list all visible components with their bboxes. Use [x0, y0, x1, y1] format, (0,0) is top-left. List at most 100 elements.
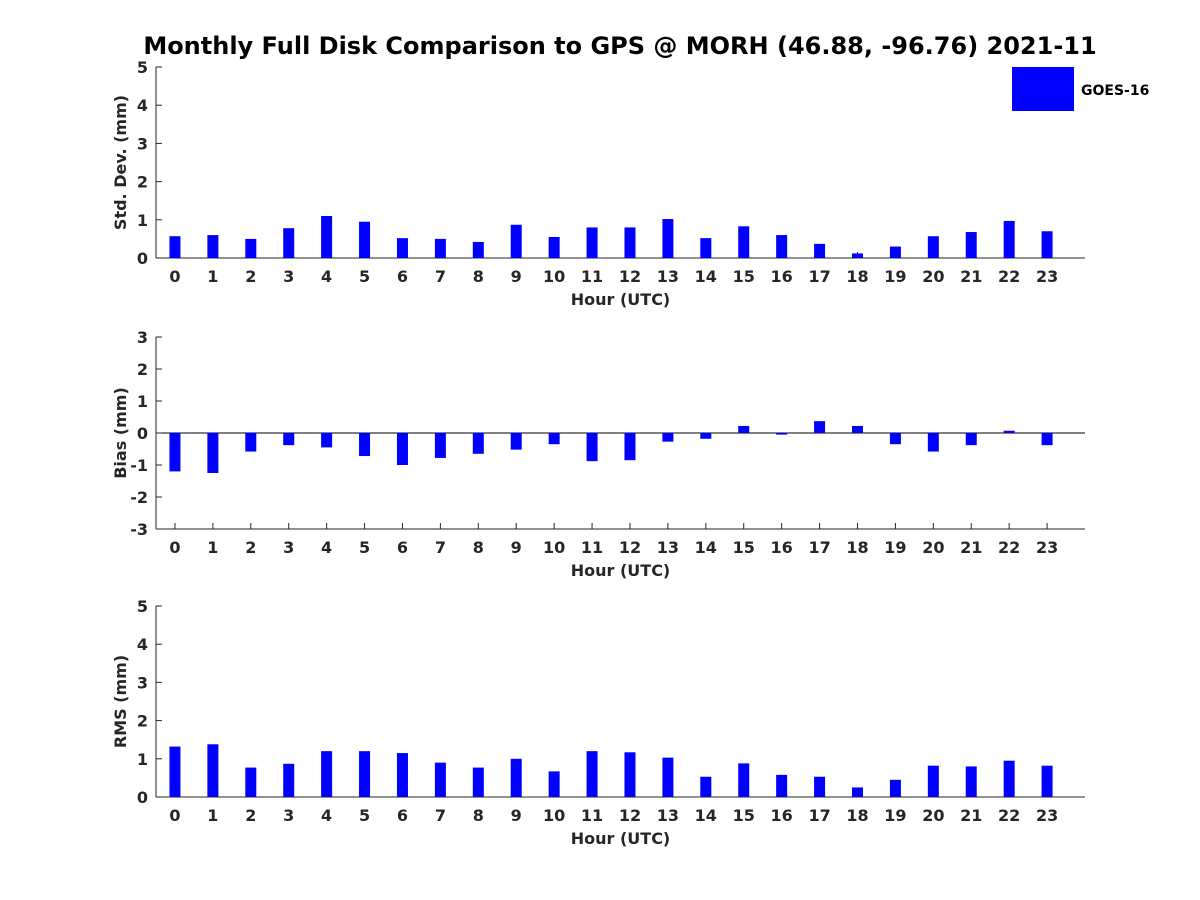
bar — [510, 224, 522, 258]
bar — [776, 433, 788, 435]
bar — [700, 238, 712, 258]
bar — [889, 246, 901, 258]
bar — [169, 236, 181, 258]
x-tick-label: 1 — [207, 806, 218, 825]
bar — [1003, 760, 1015, 797]
x-tick-label: 4 — [321, 806, 332, 825]
bar — [434, 433, 446, 458]
x-tick-label: 18 — [846, 806, 868, 825]
x-tick-label: 8 — [473, 806, 484, 825]
y-tick-label: 0 — [137, 249, 148, 268]
x-tick-label: 15 — [733, 267, 755, 286]
bar — [283, 763, 295, 797]
x-tick-label: 23 — [1036, 806, 1058, 825]
x-tick-label: 5 — [359, 538, 370, 557]
x-tick-label: 1 — [207, 267, 218, 286]
legend-swatch — [1012, 67, 1074, 111]
bar — [851, 787, 863, 797]
bar — [396, 238, 408, 258]
x-tick-label: 0 — [169, 806, 180, 825]
x-tick-label: 19 — [884, 267, 906, 286]
y-tick-label: 4 — [137, 635, 148, 654]
x-tick-label: 21 — [960, 538, 982, 557]
x-tick-label: 0 — [169, 538, 180, 557]
x-tick-label: 16 — [771, 806, 793, 825]
bar — [662, 219, 674, 258]
bar — [814, 421, 826, 433]
y-tick-label: 1 — [137, 392, 148, 411]
x-tick-label: 14 — [695, 267, 717, 286]
x-tick-label: 12 — [619, 806, 641, 825]
x-tick-label: 17 — [808, 267, 830, 286]
bar — [359, 751, 371, 797]
bar — [169, 433, 181, 472]
x-tick-label: 4 — [321, 538, 332, 557]
x-tick-label: 8 — [473, 538, 484, 557]
y-tick-label: -1 — [130, 456, 148, 475]
bar — [510, 758, 522, 797]
bar — [851, 253, 863, 258]
x-tick-label: 14 — [695, 538, 717, 557]
y-tick-label: 2 — [137, 360, 148, 379]
x-tick-label: 22 — [998, 267, 1020, 286]
bar — [321, 433, 333, 448]
chart-title: Monthly Full Disk Comparison to GPS @ MO… — [143, 32, 1096, 60]
y-tick-label: 0 — [137, 424, 148, 443]
bar — [245, 433, 257, 452]
x-tick-label: 2 — [245, 806, 256, 825]
x-tick-label: 7 — [435, 538, 446, 557]
x-tick-label: 8 — [473, 267, 484, 286]
x-axis-label: Hour (UTC) — [571, 561, 671, 580]
x-tick-label: 11 — [581, 806, 603, 825]
bar — [207, 433, 219, 473]
bar — [738, 425, 750, 433]
y-tick-label: 5 — [137, 597, 148, 616]
x-tick-label: 12 — [619, 267, 641, 286]
bar — [738, 763, 750, 797]
bar — [586, 227, 598, 258]
bar — [548, 771, 560, 797]
bar — [624, 752, 636, 797]
x-tick-label: 22 — [998, 806, 1020, 825]
bar — [927, 236, 939, 258]
x-tick-label: 10 — [543, 538, 565, 557]
bar — [889, 779, 901, 797]
bar — [283, 228, 295, 258]
x-tick-label: 17 — [808, 538, 830, 557]
y-tick-label: 1 — [137, 750, 148, 769]
bar — [283, 433, 295, 446]
bar — [814, 243, 826, 258]
bar — [548, 433, 560, 445]
bar — [776, 774, 788, 797]
x-tick-label: 9 — [511, 267, 522, 286]
y-tick-label: -3 — [130, 520, 148, 539]
bar — [472, 433, 484, 454]
x-tick-label: 20 — [922, 806, 944, 825]
bar — [472, 767, 484, 797]
bar — [851, 425, 863, 433]
x-tick-label: 22 — [998, 538, 1020, 557]
bar — [245, 767, 257, 797]
bar — [662, 433, 674, 442]
bar — [738, 226, 750, 258]
bar — [965, 766, 977, 797]
bar — [624, 227, 636, 258]
x-tick-label: 3 — [283, 538, 294, 557]
bar — [1003, 220, 1015, 258]
bar — [1041, 433, 1053, 446]
y-tick-label: 2 — [137, 712, 148, 731]
x-tick-label: 2 — [245, 267, 256, 286]
x-tick-label: 11 — [581, 538, 603, 557]
x-tick-label: 23 — [1036, 267, 1058, 286]
x-tick-label: 6 — [397, 267, 408, 286]
y-tick-label: 3 — [137, 134, 148, 153]
bar — [321, 751, 333, 797]
x-tick-label: 0 — [169, 267, 180, 286]
bar — [662, 757, 674, 797]
x-axis-label: Hour (UTC) — [571, 829, 671, 848]
x-tick-label: 11 — [581, 267, 603, 286]
bar — [814, 776, 826, 797]
x-tick-label: 14 — [695, 806, 717, 825]
